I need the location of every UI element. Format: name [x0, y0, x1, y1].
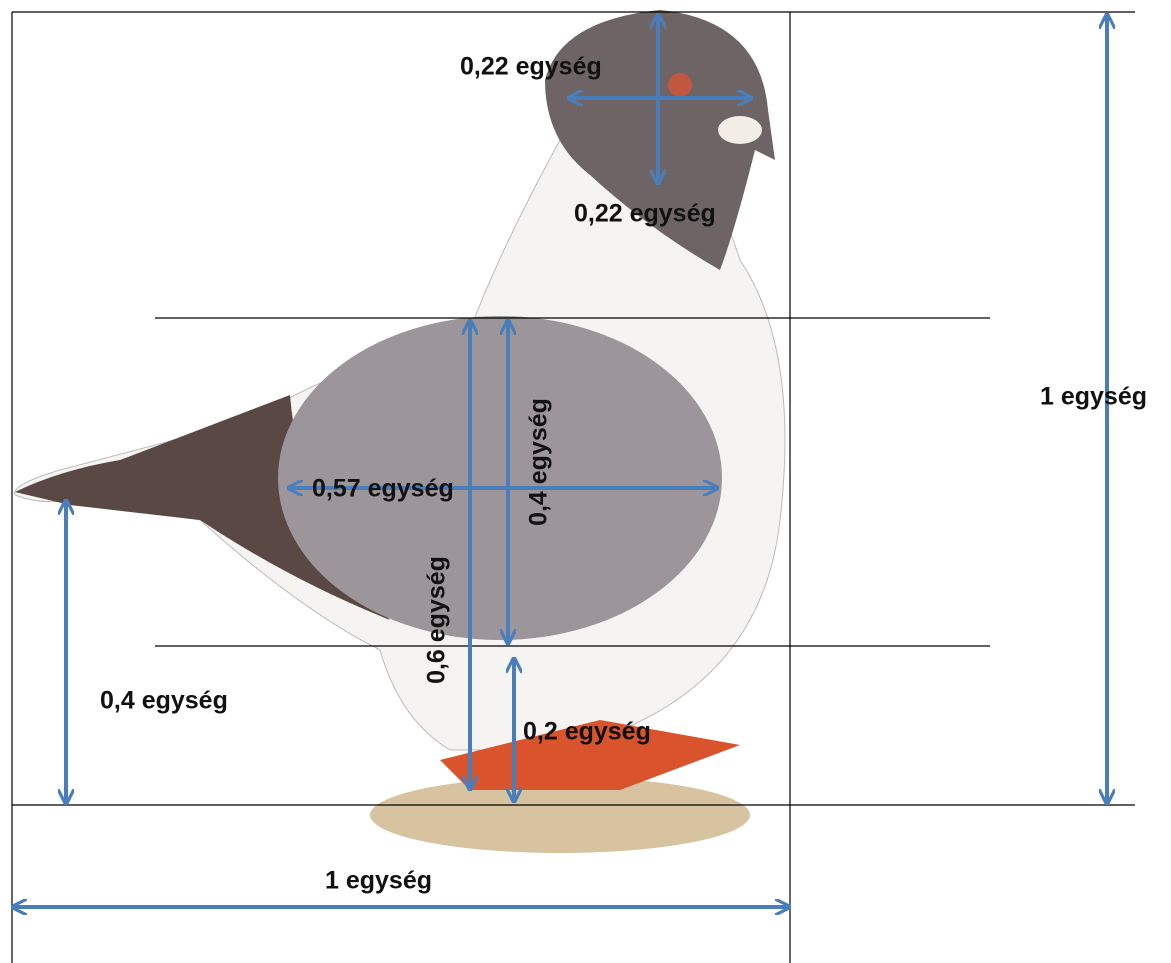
dimension-label: 1 egység	[325, 867, 432, 895]
dimension-label: 0,22 egység	[574, 200, 716, 228]
pigeon	[14, 10, 786, 853]
dimension-label: 0,4 egység	[100, 687, 228, 715]
dimension-label: 0,22 egység	[460, 53, 602, 81]
dimension-label: 0,2 egység	[523, 718, 651, 746]
beak-cere	[718, 116, 762, 144]
dimension-label: 0,4 egység	[525, 398, 553, 526]
eye	[668, 73, 692, 97]
dimension-label: 0,6 egység	[423, 556, 451, 684]
dimension-label: 1 egység	[1040, 383, 1147, 411]
labels: 0,22 egység 0,22 egység 1 egység 0,57 eg…	[100, 53, 1147, 895]
dimension-label: 0,57 egység	[312, 475, 454, 503]
arrows	[14, 16, 1107, 907]
frame-lines	[11, 11, 1135, 963]
nest	[370, 777, 750, 853]
